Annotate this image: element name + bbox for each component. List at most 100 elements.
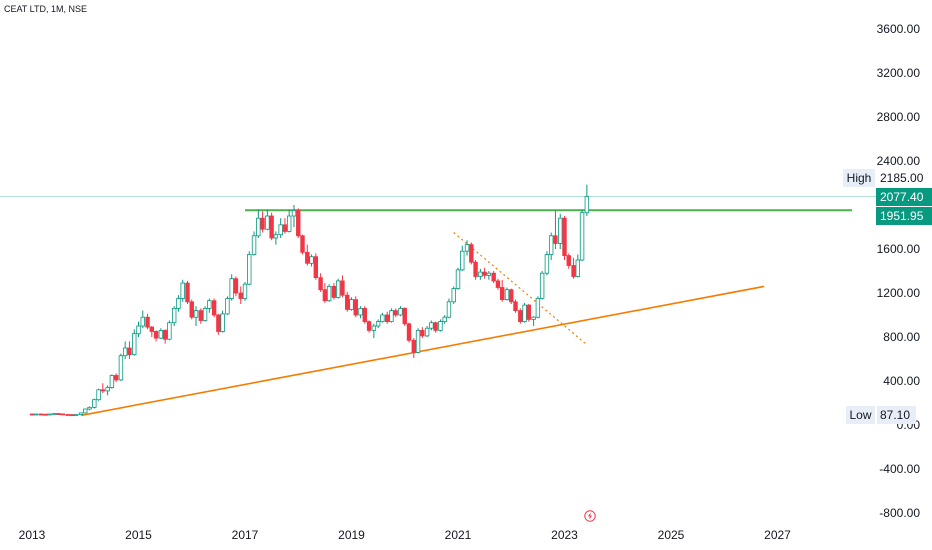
candle bbox=[140, 310, 145, 329]
x-tick-label: 2027 bbox=[764, 528, 791, 542]
candle-body bbox=[464, 244, 470, 252]
candle bbox=[43, 413, 48, 416]
candle-body bbox=[313, 256, 319, 279]
candle-body bbox=[273, 234, 279, 239]
candle bbox=[145, 313, 150, 330]
candle bbox=[220, 310, 225, 333]
candle bbox=[371, 323, 377, 339]
candle bbox=[113, 373, 119, 383]
candle-body bbox=[211, 300, 217, 316]
candle bbox=[366, 320, 372, 333]
candle-body bbox=[340, 280, 345, 296]
candle-body bbox=[282, 224, 288, 232]
candle-body bbox=[256, 217, 261, 237]
candle bbox=[513, 299, 518, 313]
candle-body bbox=[229, 278, 234, 299]
chart-title: CEAT LTD, 1M, NSE bbox=[4, 4, 88, 14]
candle-body bbox=[78, 412, 84, 415]
candle-body bbox=[433, 322, 438, 331]
candle bbox=[335, 278, 341, 299]
candle-body bbox=[575, 259, 581, 277]
trendline-layer bbox=[0, 195, 876, 417]
candle-body bbox=[442, 316, 447, 323]
candle bbox=[198, 308, 204, 324]
candle-body bbox=[438, 321, 443, 331]
candle-body bbox=[122, 347, 128, 357]
trendline-support[interactable] bbox=[80, 285, 765, 417]
candle-body bbox=[389, 310, 394, 323]
candle bbox=[389, 308, 394, 323]
candle bbox=[176, 295, 181, 312]
candle bbox=[225, 296, 230, 315]
candle bbox=[189, 299, 194, 320]
x-tick-label: 2017 bbox=[232, 528, 259, 542]
candle bbox=[273, 231, 279, 245]
candle bbox=[216, 313, 221, 335]
candle bbox=[460, 245, 465, 271]
candle-body bbox=[509, 289, 514, 303]
candle-body bbox=[220, 313, 225, 332]
candle bbox=[207, 298, 212, 313]
candle-body bbox=[286, 215, 292, 232]
candle-body bbox=[553, 235, 558, 244]
candle bbox=[504, 287, 510, 301]
candle bbox=[229, 274, 234, 301]
candle bbox=[442, 315, 447, 324]
candle-body bbox=[353, 299, 358, 316]
candle bbox=[424, 326, 430, 337]
low-label: Low bbox=[846, 406, 875, 424]
candle-body bbox=[380, 314, 385, 322]
candle bbox=[247, 251, 252, 286]
trendline-falling-wedge[interactable] bbox=[453, 232, 588, 346]
candle-body bbox=[118, 355, 124, 381]
candle bbox=[398, 306, 403, 317]
candle bbox=[384, 311, 390, 324]
x-tick-label: 2023 bbox=[551, 528, 578, 542]
candle-body bbox=[83, 408, 88, 414]
candle bbox=[92, 398, 97, 409]
candle-body bbox=[420, 329, 425, 337]
candle bbox=[278, 218, 283, 238]
y-tick-label: 3600.00 bbox=[877, 22, 921, 36]
candle bbox=[305, 244, 310, 266]
candle-body bbox=[522, 304, 527, 323]
candle bbox=[282, 218, 288, 234]
candle-body bbox=[349, 299, 354, 310]
x-axis: 2013 2015 2017 2019 2021 2023 2025 2027 bbox=[19, 528, 792, 542]
candle bbox=[469, 242, 474, 265]
candle bbox=[451, 286, 456, 304]
candle bbox=[65, 414, 70, 416]
level-price-badge: 1951.95 bbox=[876, 207, 932, 225]
candle-body bbox=[149, 326, 155, 332]
flash-icon[interactable] bbox=[584, 510, 596, 522]
candle-body bbox=[29, 413, 35, 416]
candle-body bbox=[180, 282, 185, 299]
candle bbox=[326, 284, 332, 302]
y-tick-label: 400.00 bbox=[883, 374, 920, 388]
candle-body bbox=[185, 282, 190, 303]
y-tick-label: 2800.00 bbox=[877, 110, 921, 124]
candle-body bbox=[558, 217, 563, 244]
candle-body bbox=[198, 310, 204, 321]
candle bbox=[118, 353, 124, 381]
candle bbox=[322, 283, 328, 303]
candle bbox=[438, 319, 443, 332]
candle bbox=[464, 240, 470, 256]
candle bbox=[300, 234, 305, 255]
candle-body bbox=[544, 254, 550, 274]
candle-body bbox=[406, 323, 412, 341]
candle-body bbox=[499, 287, 505, 301]
candle bbox=[522, 302, 527, 323]
candle bbox=[109, 374, 115, 389]
candle-body bbox=[473, 261, 478, 277]
candle bbox=[260, 211, 265, 233]
y-tick-label: 800.00 bbox=[883, 330, 920, 344]
candle bbox=[60, 413, 66, 416]
candle-body bbox=[358, 307, 363, 316]
candle bbox=[544, 251, 550, 276]
candle-body bbox=[296, 210, 301, 237]
candle bbox=[202, 306, 208, 322]
candle-body bbox=[105, 387, 110, 392]
candle bbox=[87, 406, 92, 411]
